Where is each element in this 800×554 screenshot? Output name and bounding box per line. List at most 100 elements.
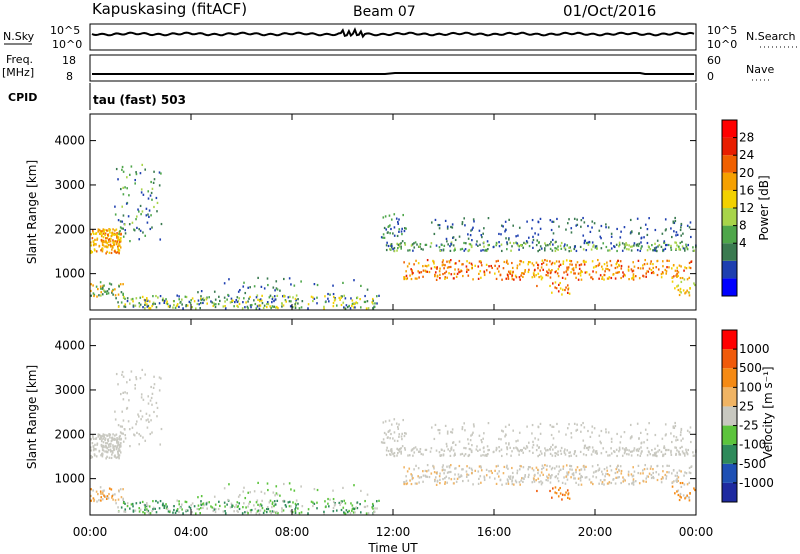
power-cell — [99, 285, 102, 288]
velocity-cell — [454, 452, 456, 455]
velocity-cell — [602, 447, 605, 450]
power-cell — [230, 297, 233, 300]
power-cell — [456, 272, 459, 275]
power-cell — [541, 276, 544, 279]
power-cell — [480, 261, 482, 264]
power-cell — [592, 270, 594, 273]
velocity-cell — [673, 426, 676, 430]
y-tick-label: 2000 — [54, 222, 85, 236]
velocity-cell — [618, 475, 620, 479]
power-cell — [96, 238, 98, 241]
velocity-cell — [197, 504, 200, 507]
power-cell — [540, 247, 543, 250]
power-cell — [390, 218, 393, 221]
velocity-cell — [109, 448, 112, 451]
velocity-cell — [422, 474, 425, 477]
power-cell — [540, 266, 543, 269]
velocity-cell — [683, 483, 686, 486]
velocity-cell — [601, 481, 604, 484]
power-cell — [472, 226, 474, 229]
power-cell — [260, 299, 263, 302]
power-cell — [467, 274, 470, 277]
power-cell — [481, 236, 483, 239]
power-cell — [615, 271, 617, 274]
power-cell — [594, 245, 597, 248]
colorbar-swatch — [722, 368, 737, 388]
power-cell — [403, 227, 406, 230]
velocity-cell — [271, 501, 274, 504]
velocity-cell — [551, 443, 554, 447]
velocity-cell — [238, 502, 241, 505]
velocity-cell — [528, 473, 530, 476]
power-cell — [483, 245, 485, 248]
power-cell — [99, 281, 102, 284]
power-cell — [112, 293, 114, 296]
power-cell — [453, 272, 456, 275]
velocity-cell — [664, 449, 667, 452]
power-cell — [121, 165, 124, 169]
velocity-cell — [542, 473, 545, 476]
power-cell — [563, 271, 565, 274]
power-cell — [675, 247, 677, 251]
power-cell — [470, 229, 472, 232]
power-cell — [545, 244, 547, 247]
velocity-cell — [606, 482, 609, 485]
power-cell — [680, 226, 682, 229]
velocity-cell — [632, 474, 635, 477]
velocity-cell — [260, 490, 263, 493]
velocity-cell — [101, 448, 104, 452]
power-cell — [578, 267, 581, 270]
velocity-cell — [550, 445, 552, 449]
power-cell — [609, 259, 612, 263]
power-cell — [150, 214, 152, 217]
power-cell — [107, 243, 110, 247]
velocity-cell — [507, 467, 509, 470]
velocity-cell — [531, 446, 534, 449]
velocity-cell — [675, 436, 678, 439]
power-cell — [470, 267, 473, 270]
power-cell — [670, 244, 672, 248]
power-cell — [666, 266, 668, 269]
power-cell — [93, 248, 96, 251]
power-cell — [561, 276, 564, 279]
velocity-cell — [470, 434, 472, 437]
velocity-cell — [436, 480, 439, 483]
velocity-cell — [485, 468, 488, 471]
power-cell — [237, 300, 240, 303]
velocity-cell — [605, 428, 607, 431]
colorbar-swatch — [722, 349, 737, 369]
power-cell — [307, 307, 309, 310]
power-cell — [448, 260, 451, 263]
velocity-cell — [442, 464, 444, 467]
velocity-cell — [678, 498, 681, 502]
velocity-cell — [307, 512, 309, 515]
velocity-cell — [683, 474, 685, 477]
power-cell — [679, 287, 682, 291]
velocity-cell — [526, 446, 529, 449]
power-cell — [258, 307, 261, 310]
velocity-cell — [621, 454, 624, 457]
velocity-cell — [451, 428, 454, 431]
velocity-cell — [561, 481, 564, 484]
power-cell — [139, 303, 142, 306]
power-cell — [645, 272, 648, 275]
power-cell — [554, 281, 557, 284]
power-cell — [184, 295, 187, 298]
power-cell — [210, 300, 212, 303]
velocity-cell — [277, 511, 279, 515]
power-cell — [484, 249, 486, 252]
power-cell — [483, 270, 486, 273]
power-cell — [660, 272, 663, 276]
power-cell — [616, 249, 618, 253]
power-cell — [660, 276, 663, 279]
velocity-cell — [461, 468, 463, 471]
power-cell — [389, 248, 392, 251]
power-cell — [139, 229, 142, 232]
velocity-cell — [398, 450, 401, 453]
power-cell — [173, 300, 175, 303]
power-cell — [677, 245, 680, 248]
velocity-cell — [135, 376, 137, 379]
velocity-cell — [101, 455, 104, 458]
power-cell — [190, 299, 192, 302]
power-cell — [236, 304, 238, 308]
